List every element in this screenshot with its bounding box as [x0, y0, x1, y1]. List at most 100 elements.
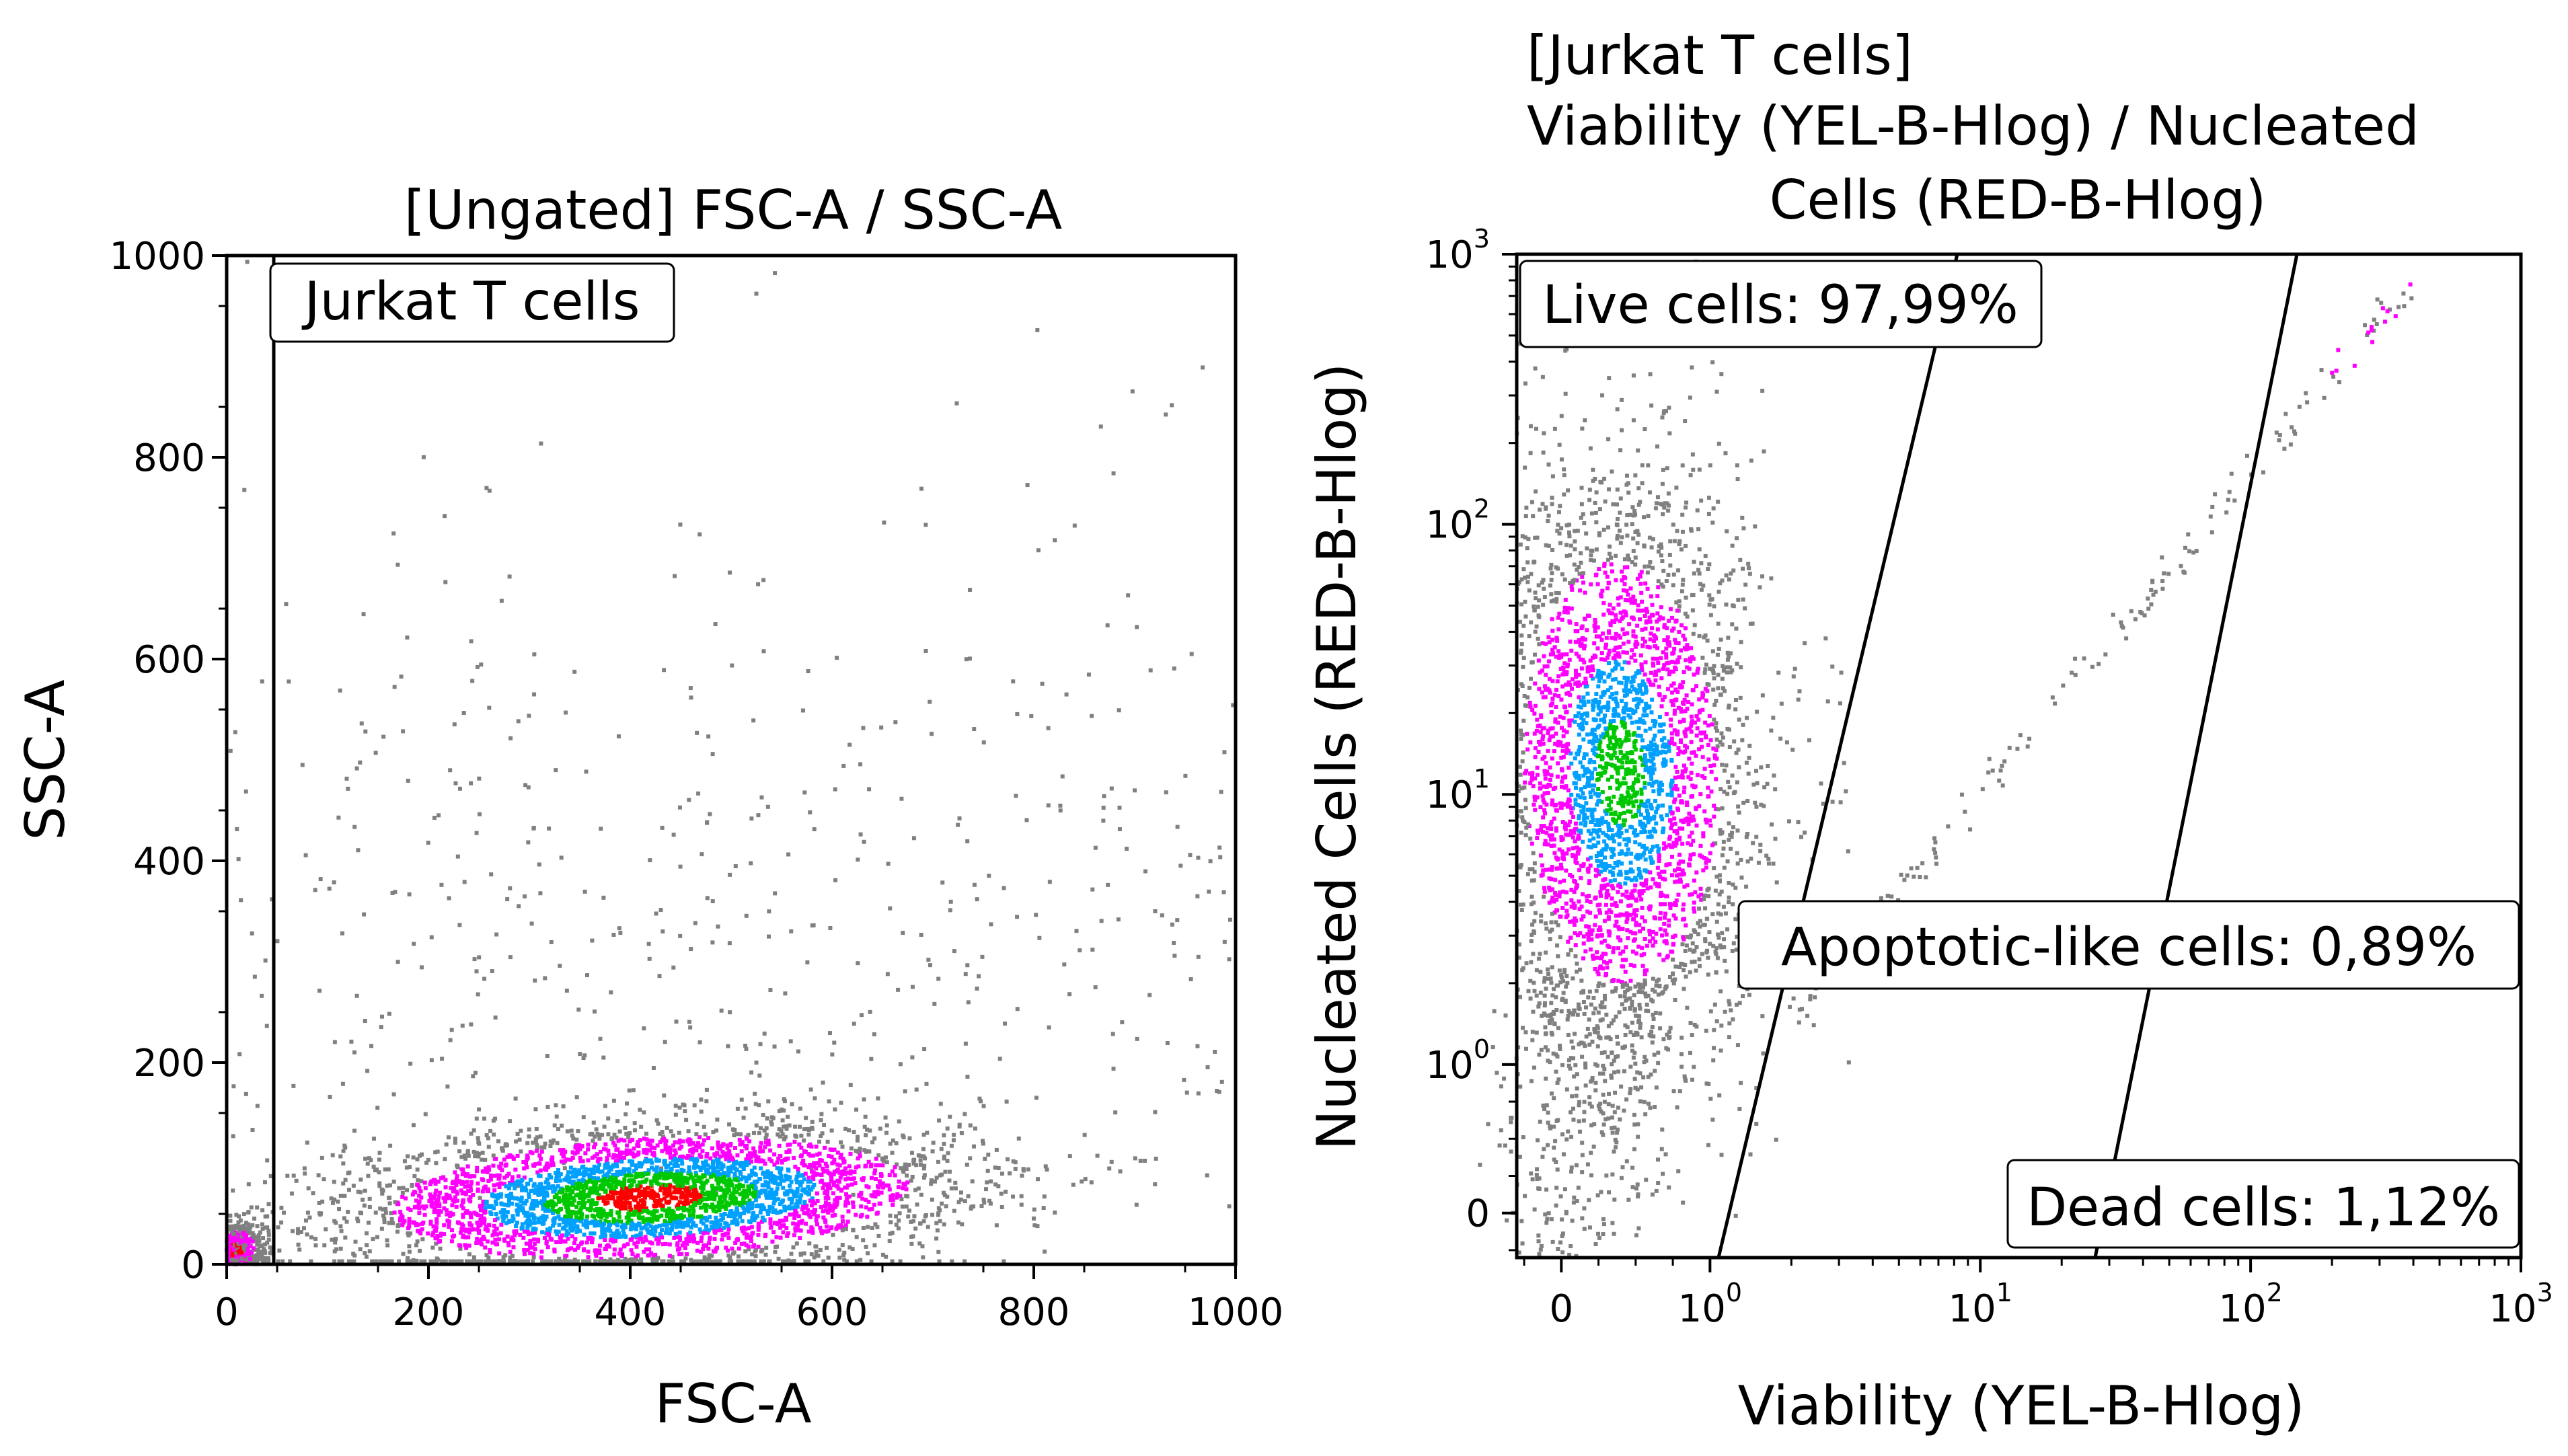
- data-point: [234, 1213, 239, 1217]
- data-point: [1080, 1179, 1084, 1184]
- data-point: [612, 1188, 617, 1192]
- data-point: [843, 1171, 847, 1176]
- data-point: [373, 751, 378, 755]
- data-point: [910, 1174, 915, 1179]
- data-point: [794, 1190, 799, 1194]
- data-point: [747, 1157, 752, 1162]
- data-point: [720, 1237, 724, 1242]
- data-point: [476, 1140, 481, 1145]
- data-point: [828, 1204, 833, 1209]
- data-point: [663, 1241, 668, 1246]
- data-point: [899, 1197, 904, 1202]
- data-point: [564, 710, 568, 715]
- data-point: [890, 1259, 895, 1264]
- data-point: [728, 1143, 732, 1148]
- data-point: [547, 1186, 552, 1190]
- data-point: [619, 1198, 624, 1203]
- data-point: [1043, 1164, 1048, 1169]
- data-point: [262, 1242, 267, 1247]
- data-point: [547, 1173, 552, 1178]
- data-point: [494, 1242, 498, 1247]
- data-point: [515, 1220, 519, 1225]
- data-point: [901, 1135, 906, 1140]
- data-point: [553, 1259, 558, 1264]
- data-point: [708, 1165, 713, 1170]
- data-point: [545, 1206, 550, 1211]
- data-point: [822, 1182, 827, 1186]
- data-point: [483, 1157, 488, 1162]
- jurkat-gate-label: Jurkat T cells: [301, 272, 640, 332]
- data-point: [541, 1186, 545, 1190]
- data-point: [787, 1123, 792, 1128]
- plot1-ylabel: SSC-A: [14, 679, 77, 841]
- data-point: [1113, 1110, 1118, 1115]
- data-point: [679, 1157, 684, 1162]
- data-point: [825, 1246, 829, 1250]
- data-point: [739, 1098, 744, 1102]
- data-point: [851, 1204, 856, 1209]
- data-point: [872, 1190, 877, 1194]
- data-point: [916, 1153, 921, 1157]
- data-point: [706, 1192, 710, 1196]
- data-point: [607, 1165, 612, 1170]
- data-point: [1040, 681, 1045, 686]
- data-point: [407, 1244, 412, 1249]
- data-point: [697, 1227, 702, 1232]
- data-point: [654, 1224, 659, 1229]
- data-point: [785, 1233, 790, 1238]
- data-point: [663, 1208, 668, 1213]
- data-point: [734, 1206, 739, 1211]
- data-point: [495, 1196, 500, 1200]
- data-point: [367, 1196, 372, 1201]
- data-point: [1633, 658, 1638, 663]
- data-point: [695, 1248, 700, 1253]
- data-point: [233, 1252, 237, 1256]
- data-point: [408, 1061, 413, 1066]
- data-point: [695, 730, 700, 735]
- data-point: [841, 1253, 846, 1258]
- data-point: [441, 1175, 446, 1180]
- data-point: [788, 1039, 793, 1044]
- data-point: [704, 1159, 708, 1164]
- data-point: [463, 1184, 467, 1189]
- data-point: [874, 1156, 878, 1161]
- data-point: [519, 1199, 523, 1204]
- data-point: [525, 1229, 530, 1234]
- data-point: [1205, 1173, 1209, 1178]
- data-point: [777, 1127, 782, 1132]
- data-point: [646, 1172, 650, 1176]
- data-point: [646, 1221, 651, 1226]
- data-point: [722, 1225, 726, 1230]
- data-point: [763, 1136, 768, 1141]
- data-point: [530, 1259, 535, 1264]
- data-point: [467, 1230, 471, 1235]
- data-point: [800, 708, 805, 713]
- data-point: [789, 1180, 794, 1184]
- data-point: [426, 841, 430, 845]
- data-point: [617, 1231, 621, 1236]
- data-point: [778, 1182, 782, 1186]
- data-point: [461, 1215, 465, 1219]
- data-point: [598, 1259, 603, 1264]
- data-point: [1571, 846, 1576, 851]
- data-point: [829, 1226, 833, 1231]
- data-point: [595, 1169, 600, 1174]
- data-point: [831, 1233, 835, 1237]
- data-point: [726, 1044, 730, 1048]
- data-point: [660, 1235, 665, 1239]
- data-point: [476, 1136, 480, 1141]
- data-point: [1175, 918, 1180, 923]
- data-point: [696, 1175, 701, 1180]
- data-point: [773, 1180, 778, 1185]
- data-point: [687, 1165, 691, 1170]
- data-point: [480, 1151, 485, 1155]
- data-point: [648, 1240, 652, 1245]
- data-point: [702, 1165, 707, 1170]
- data-point: [356, 848, 361, 853]
- data-point: [480, 1242, 484, 1247]
- data-point: [1579, 560, 1583, 565]
- data-point: [511, 1245, 516, 1250]
- data-point: [813, 1172, 818, 1177]
- data-point: [736, 1237, 741, 1242]
- data-point: [421, 455, 426, 459]
